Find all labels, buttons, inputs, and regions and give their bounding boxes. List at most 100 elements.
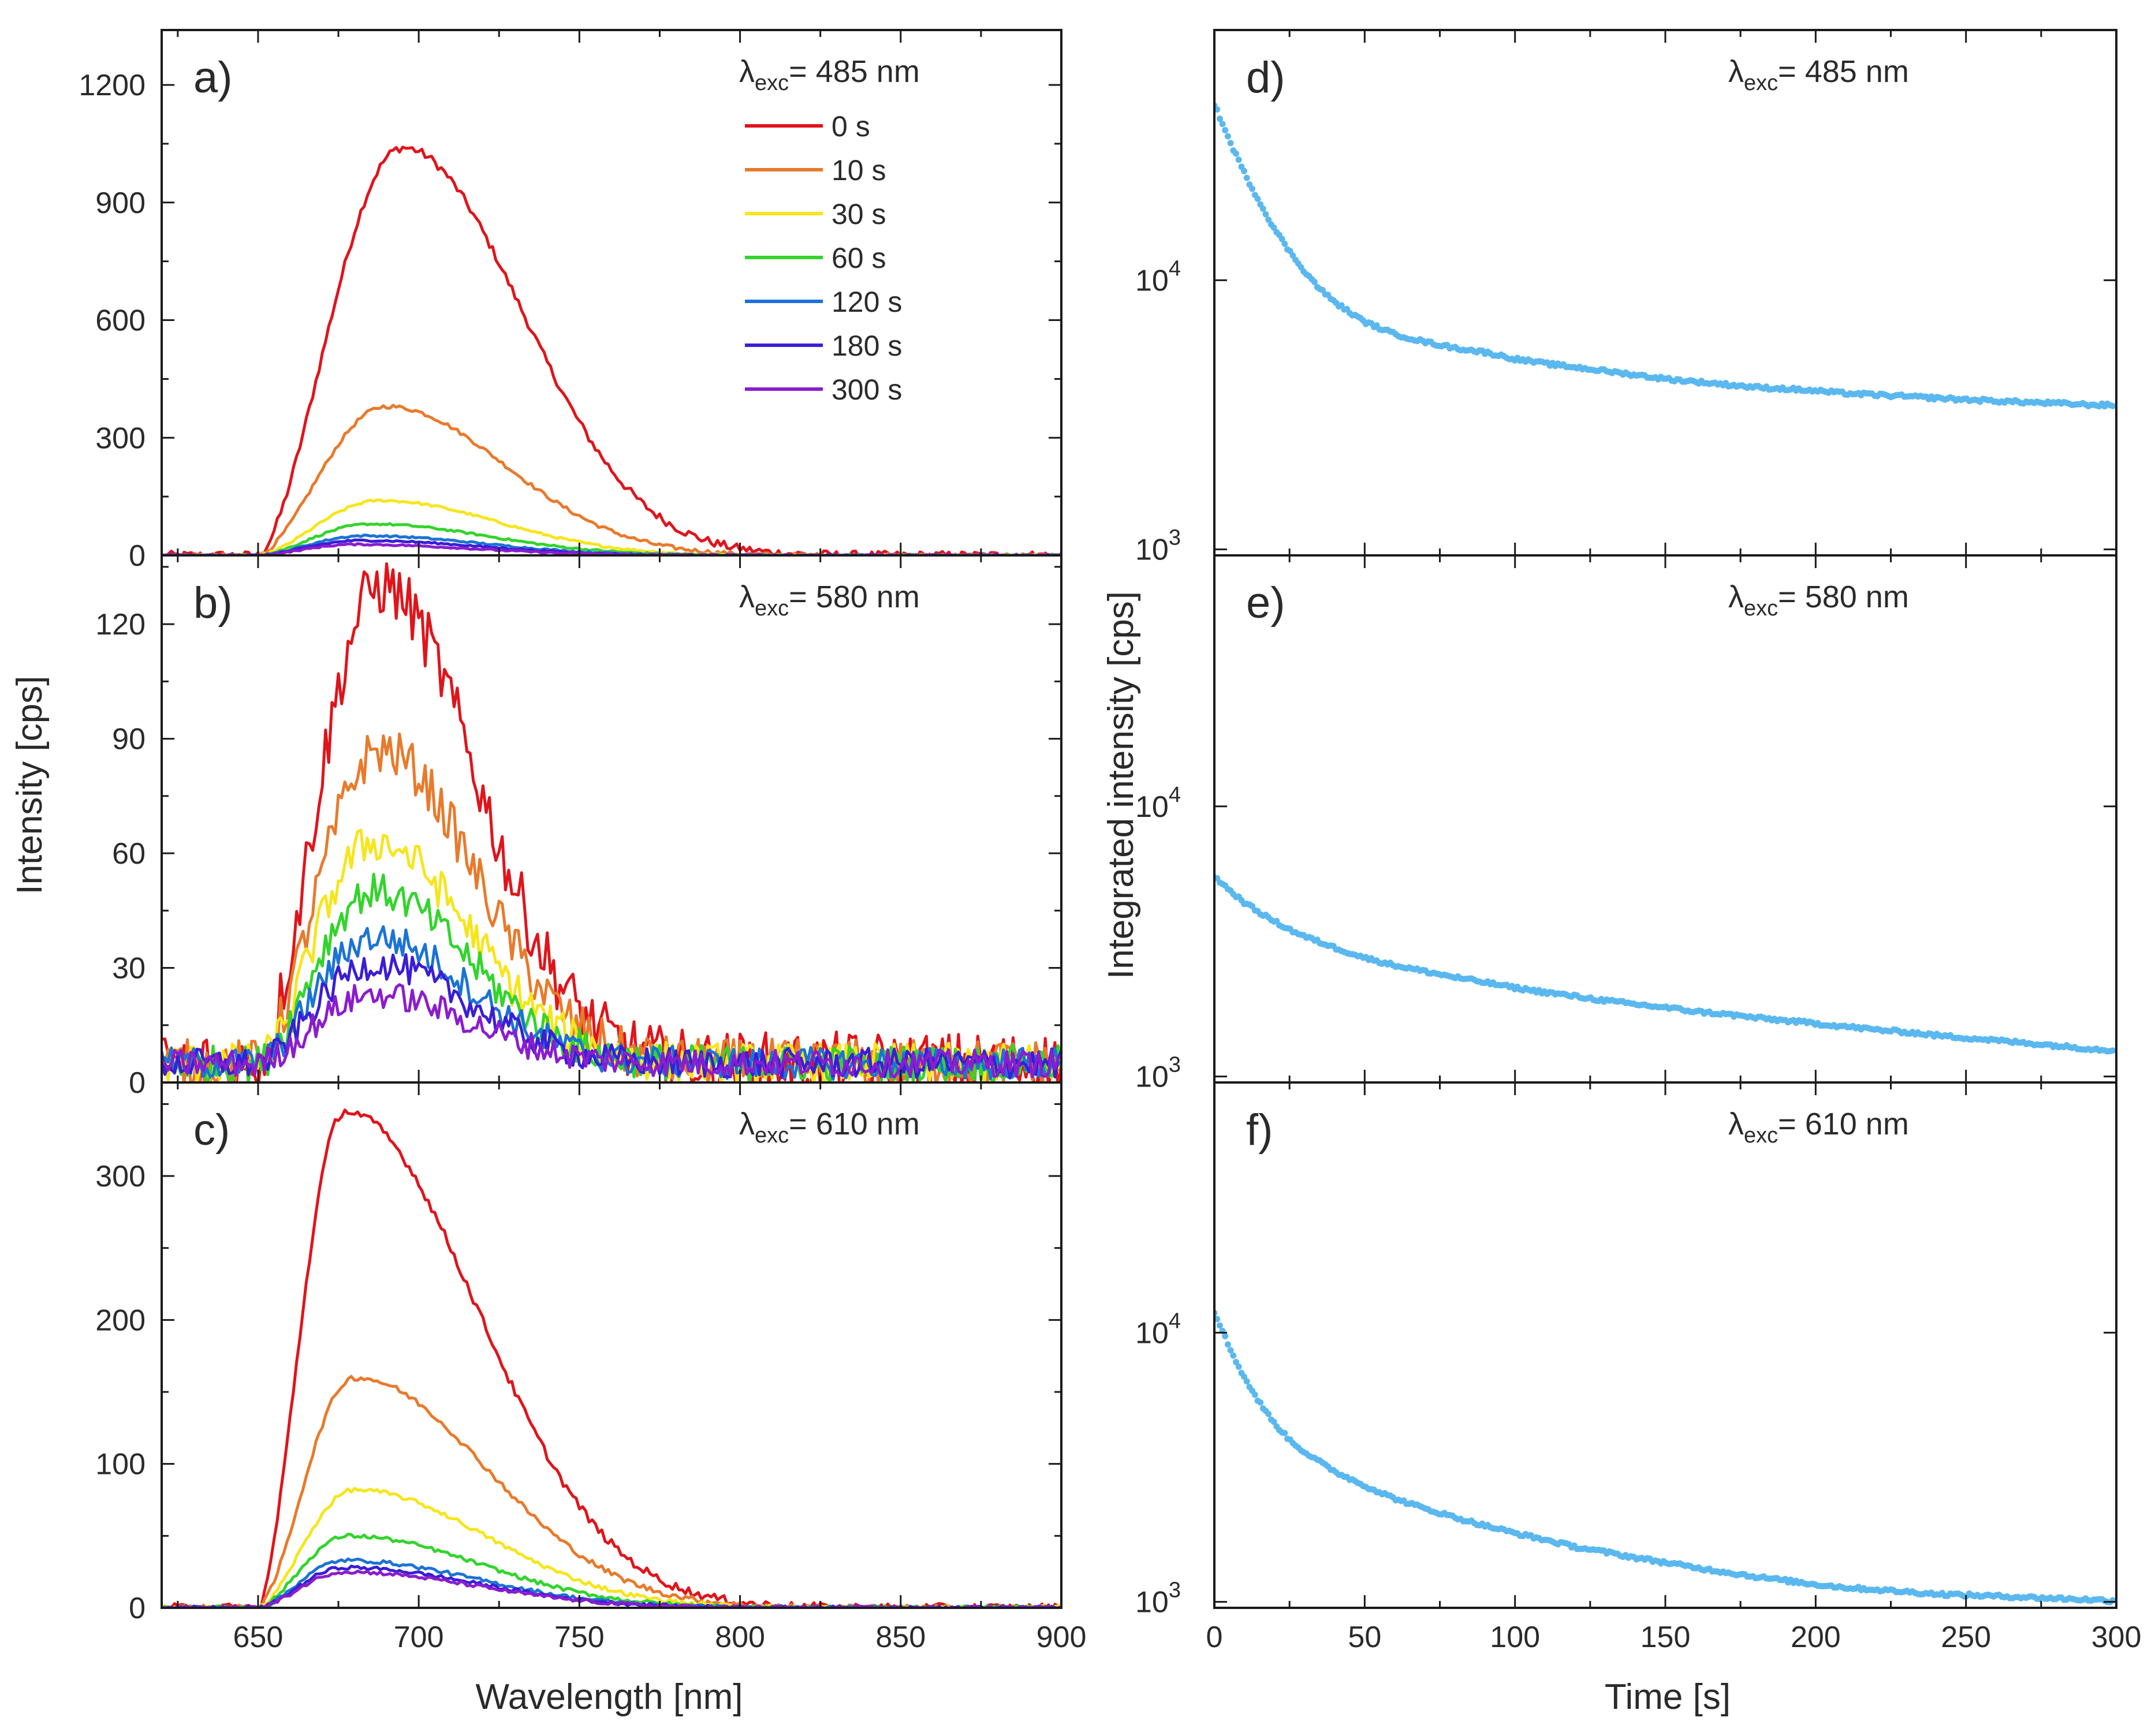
plot-area (1214, 102, 2116, 410)
y-tick-label: 103 (1135, 526, 1181, 567)
excitation-label: λexc= 610 nm (739, 1107, 920, 1148)
data-point (1233, 1358, 1239, 1365)
y-tick-label: 0 (129, 539, 146, 573)
data-point (1270, 1418, 1277, 1425)
panel-label: f) (1246, 1106, 1273, 1155)
y-tick-label: 600 (95, 304, 146, 338)
y-tick-label: 100 (95, 1448, 146, 1481)
x-tick-label: 0 (1206, 1621, 1223, 1654)
excitation-label: λexc= 580 nm (739, 580, 920, 621)
left-y-axis-title: Intensity [cps] (10, 675, 50, 894)
excitation-label: λexc= 485 nm (739, 54, 920, 95)
y-tick-label: 0 (129, 1592, 146, 1625)
series-line-300s (162, 983, 1061, 1079)
legend-label: 10 s (832, 154, 886, 186)
legend-label: 30 s (832, 198, 886, 230)
data-point (1235, 1363, 1242, 1370)
plot-frame (1213, 554, 2117, 1084)
right-x-axis-title: Time [s] (1605, 1677, 1731, 1717)
data-point (1241, 1373, 1247, 1380)
y-tick-label: 120 (95, 608, 146, 641)
excitation-label: λexc= 610 nm (1728, 1107, 1909, 1148)
x-tick-label: 800 (715, 1621, 765, 1654)
scatter-points (1214, 102, 2116, 410)
data-point (1281, 240, 1288, 247)
panel-f: 0 50 100 150 200 250 300 103 104 f) λexc= 610 nm (1135, 1081, 2142, 1654)
y-tick-label: 0 (129, 1066, 146, 1100)
plot-area (1214, 1309, 2116, 1606)
panel-e: 103 104 e) λexc= 580 nm (1135, 554, 2117, 1094)
plot-frame (1213, 1081, 2117, 1609)
data-point (1311, 278, 1318, 285)
plot-area (1214, 874, 2116, 1055)
y-tick-label: 104 (1135, 783, 1181, 824)
data-point (1222, 127, 1229, 133)
data-point (1265, 216, 1272, 223)
data-point (1214, 106, 1221, 113)
data-point (1259, 206, 1266, 212)
plot-area (162, 145, 1061, 555)
data-point (1216, 1322, 1223, 1329)
legend-label: 120 s (832, 286, 902, 318)
y-tick-label: 103 (1135, 1578, 1181, 1619)
plot-area (162, 562, 1061, 1082)
data-point (1278, 236, 1285, 242)
excitation-label: λexc= 580 nm (1728, 580, 1909, 621)
legend-label: 300 s (832, 374, 902, 406)
series-line-60s (162, 1532, 1061, 1608)
panel-label: c) (193, 1106, 230, 1155)
data-point (1216, 115, 1223, 122)
panel-b: 0 30 60 90 120 b) λexc= 580 nm (95, 554, 1062, 1100)
series-line-300s (162, 542, 1061, 555)
data-point (1227, 1347, 1234, 1354)
x-tick-label: 150 (1641, 1621, 1691, 1654)
data-point (1243, 1378, 1250, 1385)
data-point (1262, 211, 1269, 218)
data-point (1254, 195, 1261, 202)
x-tick-label: 50 (1348, 1621, 1381, 1654)
y-tick-label: 30 (112, 952, 146, 985)
data-point (2109, 402, 2116, 409)
scatter-points (1214, 1309, 2116, 1606)
legend-label: 180 s (832, 330, 902, 362)
y-tick-label: 60 (112, 837, 146, 871)
data-point (1265, 1410, 1272, 1417)
x-tick-label: 250 (1941, 1621, 1991, 1654)
series-line-0s (162, 1108, 1061, 1608)
series-line-300s (162, 1569, 1061, 1608)
x-tick-label: 900 (1037, 1621, 1087, 1654)
plot-frame (161, 29, 1062, 557)
legend: 0 s 10 s 30 s 60 s 120 s 180 s 300 s (745, 110, 902, 406)
panel-d: 103 104 d) λexc= 485 nm (1135, 29, 2117, 567)
x-tick-label: 300 (2091, 1621, 2142, 1654)
plot-frame (161, 1081, 1062, 1609)
data-point (1243, 174, 1250, 181)
panel-label: d) (1246, 53, 1285, 102)
panel-label: e) (1246, 578, 1285, 628)
series-line-10s (162, 404, 1061, 555)
x-tick-label: 750 (554, 1621, 605, 1654)
y-tick-label: 90 (112, 723, 146, 756)
y-tick-label: 103 (1135, 1053, 1181, 1094)
y-tick-label: 300 (95, 1160, 146, 1193)
series-line-0s (162, 145, 1061, 555)
plot-area (162, 1108, 1061, 1608)
scatter-points (1214, 874, 2116, 1055)
panel-label: b) (193, 578, 233, 628)
x-tick-label: 100 (1490, 1621, 1540, 1654)
data-point (1257, 1399, 1264, 1406)
data-point (1235, 156, 1242, 163)
x-tick-label: 850 (875, 1621, 926, 1654)
x-tick-label: 200 (1791, 1621, 1841, 1654)
y-tick-label: 1200 (79, 69, 146, 102)
panel-c: 650 700 750 800 850 900 0 100 200 300 c) λexc= 610 … (95, 1081, 1087, 1654)
right-y-axis-title: Integrated intensity [cps] (1101, 591, 1141, 979)
plot-frame (1213, 29, 2117, 557)
data-point (1251, 1391, 1258, 1398)
y-tick-label: 300 (95, 421, 146, 455)
x-tick-label: 700 (394, 1621, 444, 1654)
data-point (1281, 1429, 1288, 1436)
legend-label: 0 s (832, 110, 870, 143)
panel-a: 0 300 600 900 1200 a) λexc= 485 nm (79, 29, 1062, 573)
